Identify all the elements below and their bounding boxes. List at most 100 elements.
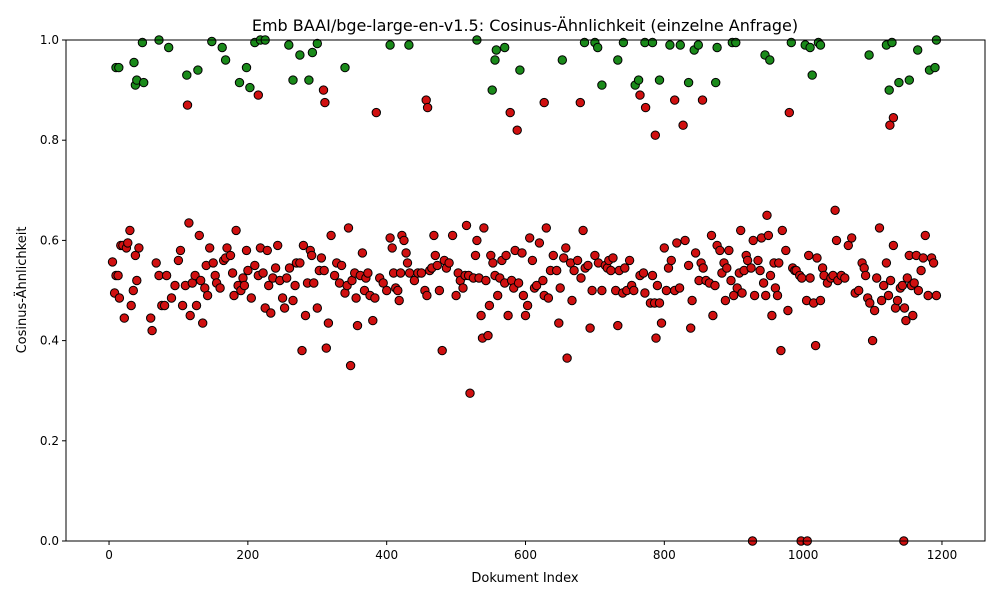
data-point [461, 220, 472, 231]
data-point [241, 62, 252, 73]
data-point [215, 283, 225, 293]
data-point [266, 308, 276, 318]
data-point [491, 45, 501, 55]
data-point [901, 315, 911, 326]
data-point [772, 290, 783, 301]
data-point [562, 353, 572, 363]
data-point [525, 233, 535, 243]
x-tick-label: 0 [105, 548, 113, 562]
data-point [191, 300, 202, 311]
data-point [640, 102, 651, 113]
data-point [273, 240, 283, 251]
y-tick-label: 1.0 [40, 33, 59, 47]
data-point [726, 275, 736, 286]
data-point [830, 205, 840, 216]
data-point [125, 225, 135, 236]
data-point [182, 70, 192, 80]
data-point [708, 310, 718, 321]
data-point [805, 42, 815, 53]
data-point [246, 293, 257, 303]
data-point [843, 240, 853, 251]
data-point [447, 230, 458, 241]
data-point [652, 280, 663, 291]
data-point [654, 298, 665, 308]
data-point [177, 300, 188, 311]
data-point [352, 320, 363, 331]
data-point [608, 253, 618, 263]
data-point [430, 250, 440, 261]
data-point [674, 283, 685, 293]
data-point [312, 303, 322, 313]
data-point [134, 243, 144, 253]
data-point [624, 255, 635, 266]
data-point [831, 235, 842, 246]
data-point [404, 268, 415, 278]
data-point [513, 278, 524, 288]
data-point [543, 293, 554, 303]
data-point [879, 280, 889, 291]
data-point [640, 288, 650, 298]
data-point [107, 257, 118, 267]
x-tick-label: 800 [653, 548, 676, 562]
data-point [659, 243, 669, 253]
data-point [633, 75, 644, 85]
data-point [147, 325, 157, 336]
data-point [241, 245, 252, 256]
data-point [620, 263, 630, 273]
y-axis-ticks: 0.0 0.2 0.4 0.6 0.8 1.0 [40, 33, 66, 548]
data-point [885, 120, 895, 130]
data-point [394, 295, 404, 306]
data-point [722, 263, 732, 273]
data-point [202, 290, 213, 301]
data-point [501, 250, 511, 261]
data-point [554, 318, 564, 328]
data-point [767, 310, 777, 321]
data-point [711, 77, 721, 88]
data-point [484, 300, 495, 311]
data-point [288, 75, 298, 85]
data-point [815, 40, 826, 50]
data-point [678, 120, 688, 130]
data-point [182, 100, 193, 110]
data-point [651, 333, 661, 343]
data-point [225, 250, 236, 261]
data-point [298, 240, 309, 251]
data-point [597, 285, 607, 296]
data-point [284, 263, 295, 273]
data-point [593, 42, 603, 53]
data-point [245, 82, 255, 93]
data-point [515, 65, 525, 75]
data-point [720, 295, 731, 306]
data-point [885, 275, 896, 286]
data-point [357, 248, 368, 258]
data-point [304, 75, 314, 85]
data-point [229, 290, 239, 301]
data-point [777, 225, 787, 236]
data-point [382, 285, 392, 296]
data-point [205, 243, 215, 253]
data-point [928, 258, 939, 268]
data-point [812, 253, 822, 263]
y-tick-label: 0.0 [40, 534, 59, 548]
data-point [783, 305, 793, 316]
data-point [572, 255, 583, 266]
data-point [253, 90, 263, 100]
data-point [139, 77, 149, 88]
data-point [277, 293, 288, 303]
data-point [321, 343, 331, 353]
data-point [368, 315, 378, 326]
data-point [166, 293, 177, 303]
data-point [712, 42, 722, 53]
data-point [312, 38, 322, 49]
data-point [481, 275, 491, 286]
data-point [864, 50, 874, 60]
data-point [113, 270, 123, 281]
data-point [538, 275, 548, 286]
data-point [758, 278, 769, 288]
data-point [207, 36, 217, 47]
data-point [409, 275, 420, 286]
data-point [527, 255, 538, 266]
data-point [370, 293, 380, 303]
data-point [840, 273, 850, 283]
